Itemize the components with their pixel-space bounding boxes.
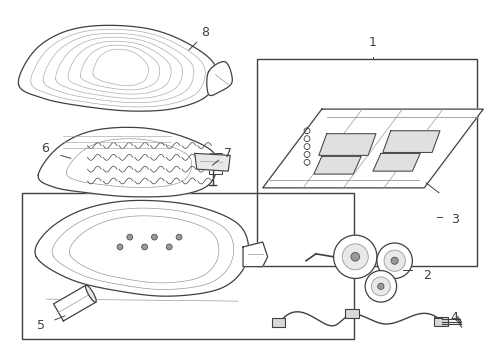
Circle shape xyxy=(377,243,413,278)
Text: 8: 8 xyxy=(201,26,210,39)
Polygon shape xyxy=(373,153,420,171)
Bar xyxy=(22,193,354,338)
Circle shape xyxy=(166,244,172,250)
Text: 6: 6 xyxy=(41,142,49,155)
Bar xyxy=(209,166,222,174)
Text: 3: 3 xyxy=(451,213,459,226)
Circle shape xyxy=(371,277,391,296)
Bar xyxy=(434,317,448,326)
Circle shape xyxy=(127,234,133,240)
Polygon shape xyxy=(263,109,483,188)
Text: 5: 5 xyxy=(37,319,45,332)
Polygon shape xyxy=(207,62,232,95)
Circle shape xyxy=(391,257,398,264)
Circle shape xyxy=(365,271,396,302)
Polygon shape xyxy=(314,156,361,174)
Text: 1: 1 xyxy=(369,36,377,49)
Circle shape xyxy=(117,244,123,250)
Bar xyxy=(209,153,222,161)
Text: 2: 2 xyxy=(423,269,431,282)
Bar xyxy=(345,309,359,318)
Circle shape xyxy=(176,234,182,240)
Text: 4: 4 xyxy=(451,311,459,324)
Bar xyxy=(271,318,285,327)
Polygon shape xyxy=(243,242,268,267)
Circle shape xyxy=(343,244,368,270)
Circle shape xyxy=(151,234,157,240)
Polygon shape xyxy=(383,131,440,152)
Polygon shape xyxy=(195,153,230,171)
Text: 7: 7 xyxy=(224,147,232,160)
Polygon shape xyxy=(319,134,376,156)
Polygon shape xyxy=(35,201,248,296)
Circle shape xyxy=(378,283,384,289)
Bar xyxy=(257,59,477,266)
Ellipse shape xyxy=(86,285,96,302)
Circle shape xyxy=(384,250,405,271)
Circle shape xyxy=(142,244,147,250)
Circle shape xyxy=(334,235,377,278)
Polygon shape xyxy=(38,127,217,197)
Polygon shape xyxy=(18,25,217,111)
Circle shape xyxy=(351,252,360,261)
Polygon shape xyxy=(53,285,96,321)
